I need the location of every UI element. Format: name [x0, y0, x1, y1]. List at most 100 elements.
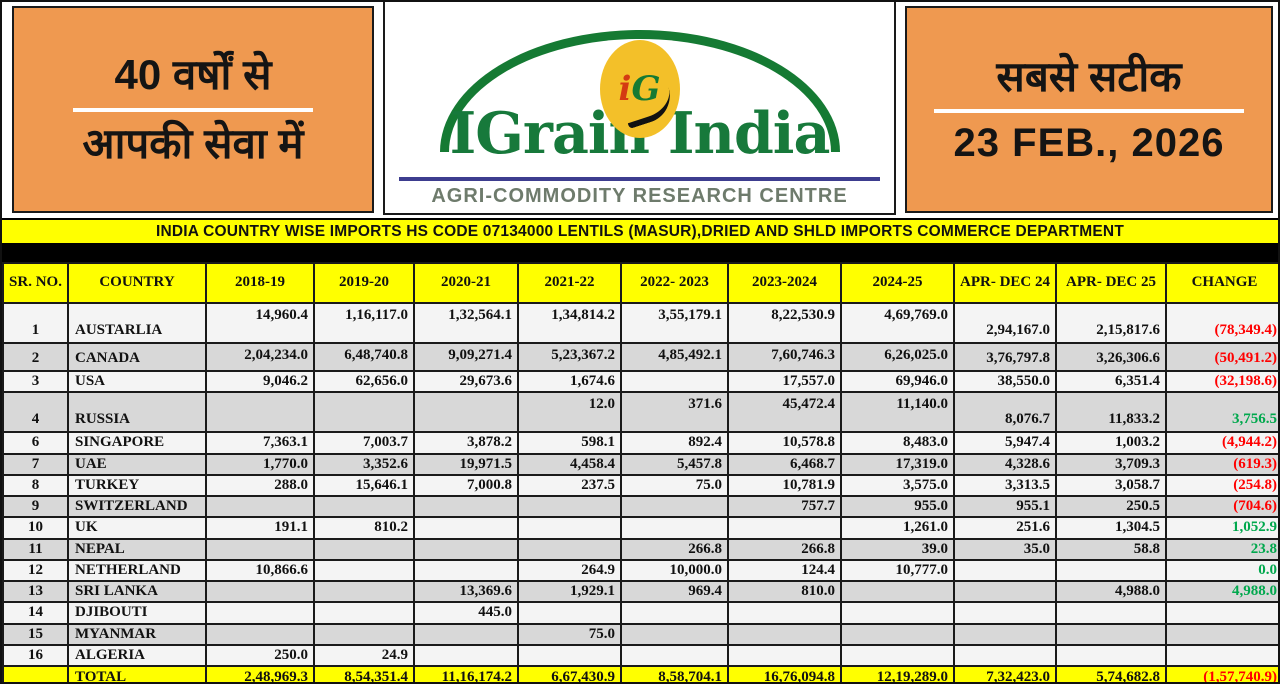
value-cell: 371.6 — [620, 391, 729, 434]
value-cell: 6,468.7 — [727, 452, 842, 476]
value-cell — [1055, 601, 1167, 625]
value-cell: 250.0 — [205, 643, 315, 668]
change-cell: 3,756.5 — [1165, 391, 1278, 434]
value-cell — [413, 622, 519, 646]
country-cell: UAE — [67, 452, 207, 476]
value-cell: 9,046.2 — [205, 369, 315, 394]
value-cell: 598.1 — [517, 431, 622, 455]
value-cell: 3,878.2 — [413, 431, 519, 455]
value-cell: 38,550.0 — [953, 369, 1057, 394]
change-cell: (4,944.2) — [1165, 431, 1278, 455]
accuracy-line: सबसे सटीक — [996, 52, 1182, 100]
value-cell — [313, 537, 415, 561]
value-cell: 1,929.1 — [517, 579, 622, 604]
country-cell: AUSTARLIA — [67, 302, 207, 344]
value-cell: 1,34,814.2 — [517, 302, 622, 344]
sr-cell: 14 — [2, 601, 69, 625]
value-cell: 6,351.4 — [1055, 369, 1167, 394]
value-cell: 9,09,271.4 — [413, 342, 519, 372]
value-cell: 5,947.4 — [953, 431, 1057, 455]
value-cell: 810.2 — [313, 516, 415, 540]
value-cell — [413, 643, 519, 668]
value-cell: 17,557.0 — [727, 369, 842, 394]
sr-cell: 8 — [2, 473, 69, 498]
value-cell — [953, 579, 1057, 604]
value-cell: 10,777.0 — [840, 558, 955, 583]
value-cell: 10,866.6 — [205, 558, 315, 583]
value-cell: 39.0 — [840, 537, 955, 561]
column-header: CHANGE — [1165, 262, 1278, 304]
sr-cell: 7 — [2, 452, 69, 476]
sr-cell: 1 — [2, 302, 69, 344]
column-header: APR- DEC 24 — [953, 262, 1057, 304]
value-cell: 4,988.0 — [1055, 579, 1167, 604]
country-cell: ALGERIA — [67, 643, 207, 668]
value-cell: 1,003.2 — [1055, 431, 1167, 455]
value-cell: 10,578.8 — [727, 431, 842, 455]
logo-seed-icon: iG — [599, 40, 680, 138]
value-cell: 5,457.8 — [620, 452, 729, 476]
total-row: TOTAL 2,48,969.3 8,54,351.4 11,16,174.2 6,67… — [2, 665, 1278, 682]
date-box-right: सबसे सटीक 23 FEB., 2026 — [905, 6, 1273, 213]
value-cell — [413, 537, 519, 561]
value-cell: 6,26,025.0 — [840, 342, 955, 372]
value-cell — [1055, 643, 1167, 668]
value-cell: 62,656.0 — [313, 369, 415, 394]
value-cell — [413, 391, 519, 434]
value-cell — [727, 643, 842, 668]
value-cell: 3,76,797.8 — [953, 342, 1057, 372]
value-cell: 1,304.5 — [1055, 516, 1167, 540]
value-cell: 45,472.4 — [727, 391, 842, 434]
column-header: 2019-20 — [313, 262, 415, 304]
value-cell — [205, 622, 315, 646]
value-cell — [313, 494, 415, 519]
value-cell: 3,55,179.1 — [620, 302, 729, 344]
value-cell — [205, 579, 315, 604]
value-cell — [517, 601, 622, 625]
column-header: 2018-19 — [205, 262, 315, 304]
change-cell: (32,198.6) — [1165, 369, 1278, 394]
change-cell: (619.3) — [1165, 452, 1278, 476]
value-cell — [953, 558, 1057, 583]
country-cell: USA — [67, 369, 207, 394]
value-cell: 1,770.0 — [205, 452, 315, 476]
value-cell — [620, 643, 729, 668]
value-cell: 15,646.1 — [313, 473, 415, 498]
table-row: 12 NETHERLAND 10,866.6 264.9 10,000.0 124.4 10… — [2, 558, 1278, 583]
divider-rule — [934, 109, 1244, 114]
value-cell: 250.5 — [1055, 494, 1167, 519]
value-cell: 8,483.0 — [840, 431, 955, 455]
change-cell: (50,491.2) — [1165, 342, 1278, 372]
value-cell: 4,85,492.1 — [620, 342, 729, 372]
value-cell: 75.0 — [517, 622, 622, 646]
report-title-bar: INDIA COUNTRY WISE IMPORTS HS CODE 07134… — [2, 218, 1278, 245]
value-cell: 1,674.6 — [517, 369, 622, 394]
value-cell: 251.6 — [953, 516, 1057, 540]
table-row: 7 UAE 1,770.0 3,352.6 19,971.5 4,458.4 5,457.8… — [2, 452, 1278, 476]
table-row: 9 SWITZERLAND 757.7 955.0 955.1 250.5 (704.6) — [2, 494, 1278, 519]
table-row: 1 AUSTARLIA 14,960.4 1,16,117.0 1,32,564.1 1,… — [2, 302, 1278, 344]
sr-cell: 11 — [2, 537, 69, 561]
value-cell: 810.0 — [727, 579, 842, 604]
change-cell: 0.0 — [1165, 558, 1278, 583]
country-cell: NEPAL — [67, 537, 207, 561]
sr-cell: 6 — [2, 431, 69, 455]
value-cell — [727, 622, 842, 646]
value-cell — [840, 579, 955, 604]
brand-tagline: AGRI-COMMODITY RESEARCH CENTRE — [431, 185, 848, 207]
country-cell: TURKEY — [67, 473, 207, 498]
sr-cell: 4 — [2, 391, 69, 434]
change-cell: (254.8) — [1165, 473, 1278, 498]
column-header: APR- DEC 25 — [1055, 262, 1167, 304]
value-cell — [205, 494, 315, 519]
total-value-cell: 11,16,174.2 — [413, 665, 519, 682]
value-cell: 6,48,740.8 — [313, 342, 415, 372]
total-value-cell: 7,32,423.0 — [953, 665, 1057, 682]
value-cell: 237.5 — [517, 473, 622, 498]
column-header: 2020-21 — [413, 262, 519, 304]
change-cell — [1165, 622, 1278, 646]
value-cell — [953, 622, 1057, 646]
value-cell — [620, 494, 729, 519]
masthead: 40 वर्षों से आपकी सेवा में iG IGrain Ind… — [2, 2, 1278, 218]
value-cell: 2,04,234.0 — [205, 342, 315, 372]
